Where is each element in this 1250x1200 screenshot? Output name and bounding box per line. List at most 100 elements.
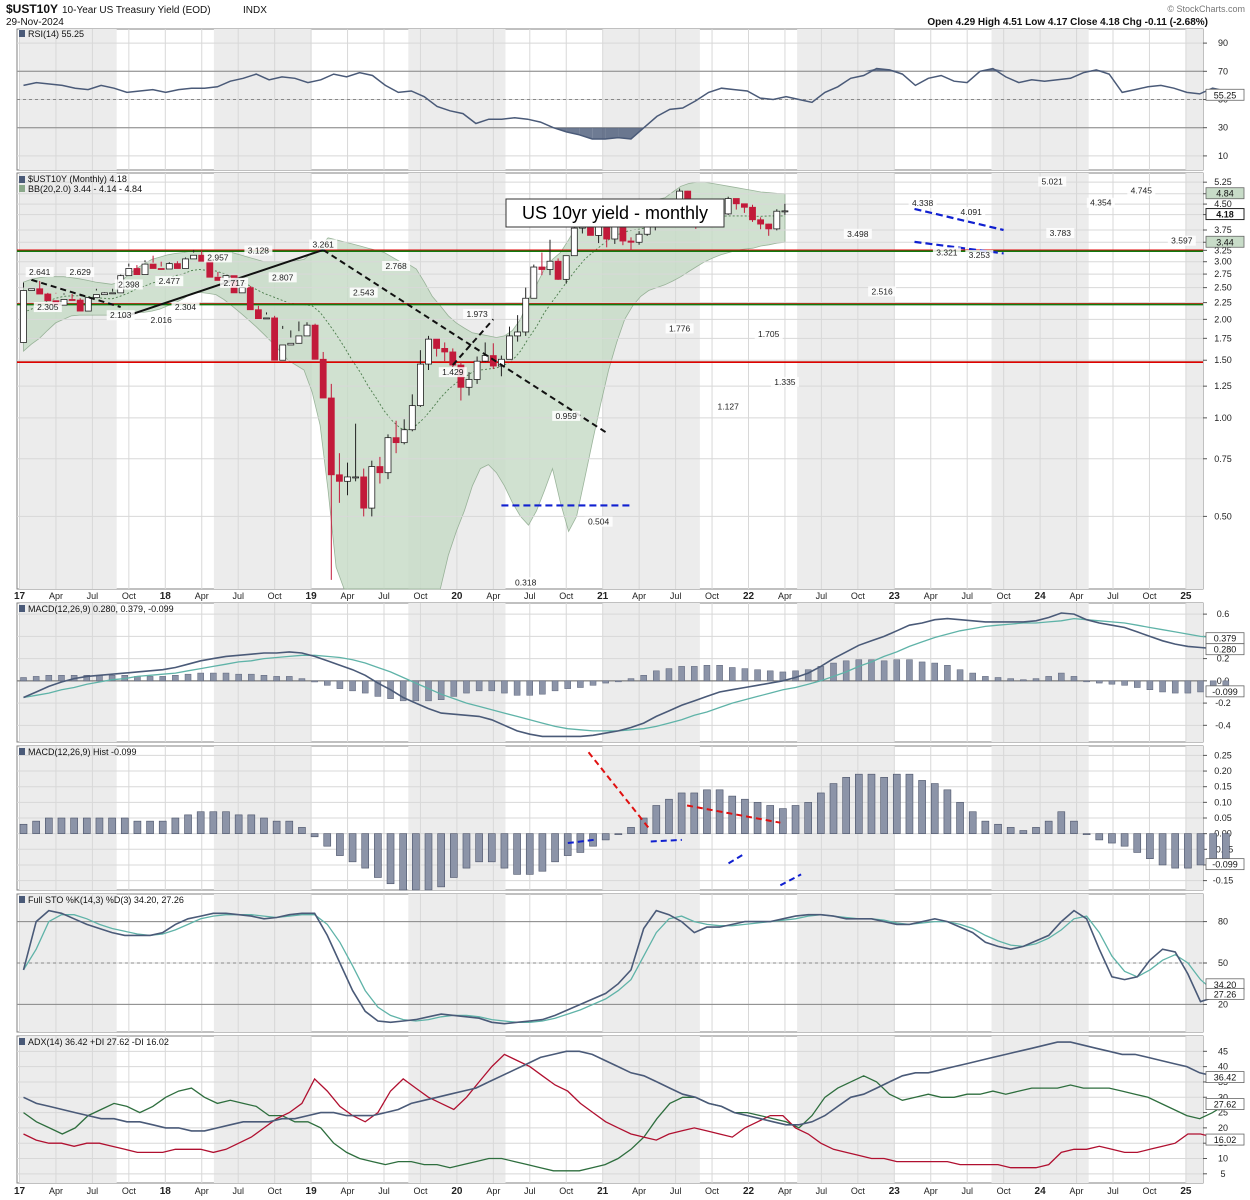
macd-hist-bar <box>577 680 584 688</box>
macd-hist-bar <box>475 680 483 692</box>
panel-icon <box>19 748 25 755</box>
hist-bar <box>538 833 547 872</box>
price-label: 1.973 <box>466 309 488 319</box>
price-label: 5.021 <box>1042 177 1064 187</box>
y-tick-label: 2.50 <box>1214 283 1232 293</box>
macd-hist-bar <box>1020 679 1027 682</box>
candle-body <box>149 263 157 269</box>
price-label: 2.516 <box>871 286 893 296</box>
hist-bar <box>1032 827 1040 834</box>
candle-body <box>311 324 319 360</box>
candle-body <box>522 297 530 333</box>
candle-body <box>125 268 133 277</box>
y-tick-label: -0.15 <box>1213 876 1234 886</box>
divergence-line <box>567 838 594 845</box>
x-axis-label: Apr <box>486 591 500 601</box>
price-label-bg <box>584 516 613 527</box>
y-tick-label: 70 <box>1218 66 1228 76</box>
x-axis-label: Oct <box>705 591 720 601</box>
price-label-bg <box>114 279 143 290</box>
macd-hist-bar <box>260 675 268 682</box>
price-label: 1.429 <box>442 367 464 377</box>
minus-di-line <box>23 1053 1226 1169</box>
macd-hist-bar <box>804 669 812 682</box>
hist-bar <box>829 783 838 834</box>
macd-hist-bar <box>1184 680 1192 694</box>
y-tick-label: 25 <box>1218 1108 1228 1118</box>
y-tick-label: 45 <box>1218 1046 1228 1056</box>
candle-body <box>757 219 764 225</box>
hist-bar <box>817 792 825 834</box>
rsi-oversold-fill <box>605 127 619 139</box>
macd-hist-bar <box>729 667 736 682</box>
price-legend: $UST10Y (Monthly) 4.18 <box>28 174 127 184</box>
hist-bar <box>690 792 699 834</box>
hist-bar <box>513 833 521 875</box>
hist-bar <box>601 833 610 841</box>
x-axis-label: Apr <box>195 591 209 601</box>
y-tick-label: 0.75 <box>1214 454 1232 464</box>
macd-hist-bar <box>1197 680 1204 693</box>
macd-hist-bar <box>703 665 711 682</box>
macd-hist-bar <box>58 675 65 682</box>
y-tick-label: 2.00 <box>1214 314 1232 324</box>
x-axis-label: Jul <box>524 591 536 601</box>
year-shade <box>797 1036 895 1183</box>
macd-hist-bar <box>792 670 799 682</box>
x-axis-label: Jul <box>816 1186 828 1196</box>
y-tick-label: 3.75 <box>1214 225 1232 235</box>
hist-bar <box>32 820 40 834</box>
candle-body <box>562 255 570 280</box>
x-axis-label: Oct <box>851 1186 866 1196</box>
price-label: 2.543 <box>353 288 375 298</box>
x-axis-label: Apr <box>49 591 63 601</box>
hist-bar <box>386 833 395 885</box>
chart-panels: 90 70 50 30 10 55.25 RSI(14) 55.25 5.25 4.844.50… <box>14 28 1245 1197</box>
value-box-label: 27.62 <box>1214 1100 1237 1110</box>
hist-bar <box>855 773 863 834</box>
value-box <box>1205 235 1245 248</box>
macd-hist-bar <box>159 676 166 682</box>
macd-hist-bar <box>349 680 356 692</box>
candle-body <box>741 203 748 208</box>
candle-body <box>570 227 578 257</box>
candle-body <box>198 254 206 262</box>
hist-bar <box>892 773 901 834</box>
macd-hist-bar <box>817 666 825 682</box>
stochastic-title: Full STO %K(14,3) %D(3) 34.20, 27.26 <box>28 895 184 905</box>
value-box <box>1205 88 1245 101</box>
x-axis-label: Oct <box>1142 1186 1157 1196</box>
hist-bar <box>930 783 939 834</box>
price-label-bg <box>932 247 961 258</box>
macd-hist-bar <box>855 659 863 682</box>
x-axis-label: 25 <box>1180 591 1192 602</box>
hist-bar <box>1133 833 1142 853</box>
hist-bar <box>842 777 850 834</box>
price-label: 4.091 <box>961 207 983 217</box>
hist-bar <box>184 814 192 834</box>
x-axis-label: Jul <box>232 1186 244 1196</box>
value-box <box>1205 987 1245 1000</box>
x-axis-label: Jul <box>670 1186 682 1196</box>
price-label-bg <box>552 410 581 421</box>
x-axis-label: 19 <box>306 1186 318 1197</box>
x-axis-label: Oct <box>1142 591 1157 601</box>
x-axis-label: Oct <box>997 1186 1012 1196</box>
x-axis-label: Apr <box>924 1186 938 1196</box>
y-tick-label: 10 <box>1218 151 1228 161</box>
macd-hist-bar <box>513 680 521 696</box>
x-axis-label: Jul <box>232 591 244 601</box>
candle-body <box>141 263 149 276</box>
symbol-description: 10-Year US Treasury Yield (EOD) <box>62 5 211 16</box>
hist-bar <box>374 833 382 878</box>
year-shade <box>19 173 117 589</box>
x-axis-label: Apr <box>778 591 792 601</box>
y-tick-label: -0.2 <box>1215 698 1231 708</box>
hist-bar <box>120 817 129 834</box>
hist-bar <box>627 827 635 834</box>
divergence-line <box>728 853 745 865</box>
candle-body <box>530 266 538 299</box>
hist-bar <box>867 773 876 834</box>
x-axis-label: Jul <box>87 1186 99 1196</box>
macd-hist-bar <box>248 673 255 682</box>
